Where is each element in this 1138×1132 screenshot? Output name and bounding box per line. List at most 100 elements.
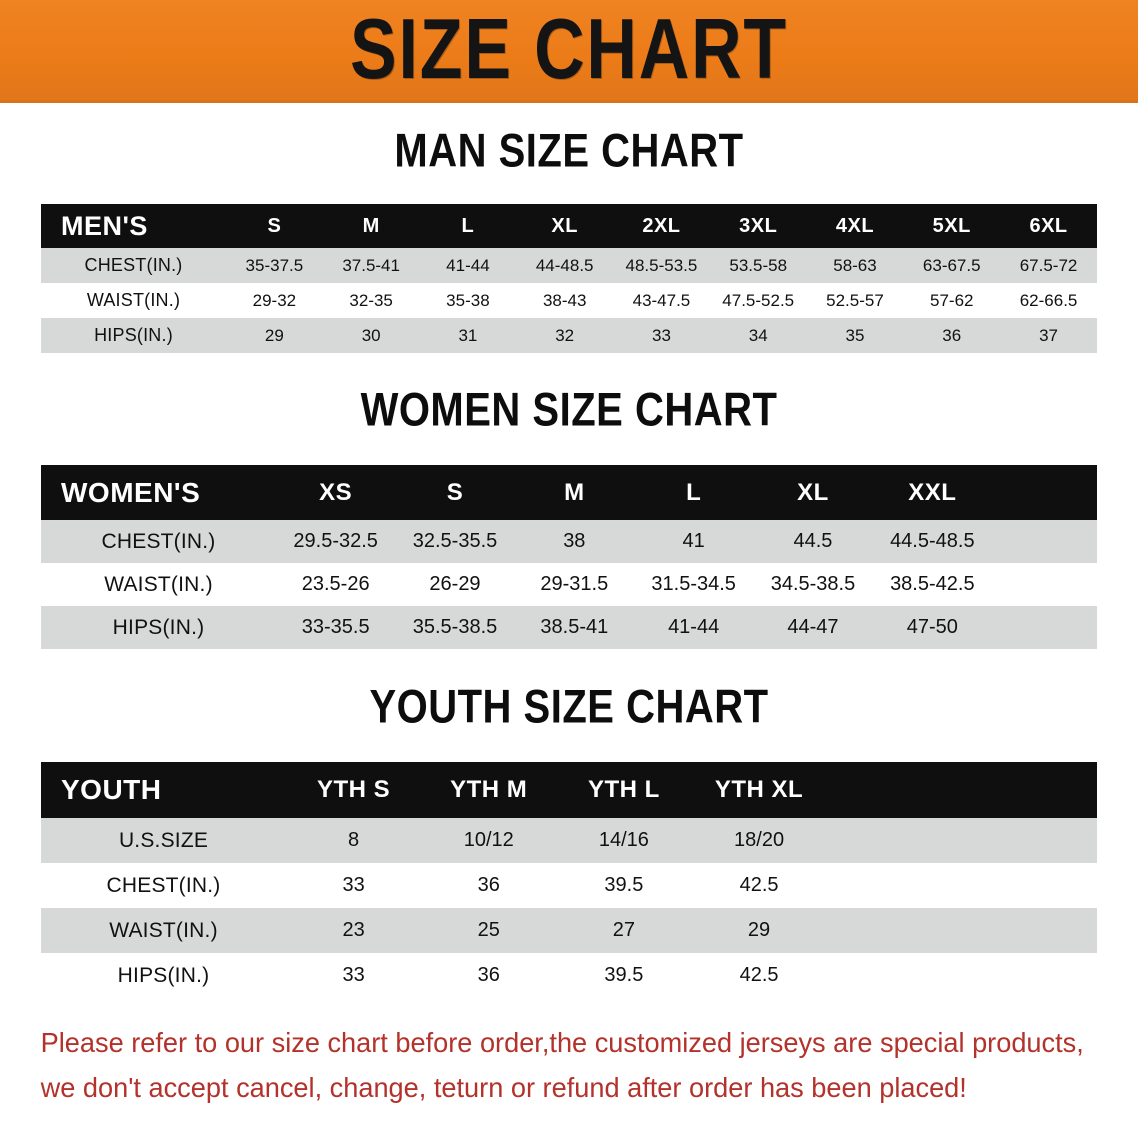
- youth-row-label-2: WAIST(IN.): [109, 918, 218, 942]
- women-cell-0-0: 29.5-32.5: [293, 530, 378, 552]
- women-cell-1-4: 34.5-38.5: [770, 573, 856, 595]
- footer-line-2: we don't accept cancel, change, teturn o…: [40, 1072, 967, 1103]
- table-row: HIPS(IN.) 33-35.5 35.5-38.5 38.5-41 41-4…: [41, 606, 1097, 649]
- women-cell-0-1: 32.5-35.5: [412, 530, 498, 552]
- youth-cell-3-5: [962, 953, 1097, 998]
- men-cell-1-4: 43-47.5: [632, 290, 691, 310]
- men-cell-1-2: 35-38: [446, 290, 490, 310]
- footer-disclaimer: Please refer to our size chart before or…: [29, 1020, 1084, 1110]
- men-cell-1-1: 32-35: [349, 290, 393, 310]
- men-col-header-5: 3XL: [739, 214, 778, 237]
- men-cell-0-1: 37.5-41: [342, 255, 400, 275]
- men-cell-2-8: 37: [1039, 325, 1059, 345]
- man-chart-wrapper: MEN'S S M L XL 2XL 3XL 4XL 5XL 6XL CHEST…: [41, 204, 1097, 353]
- women-col-header-5: XXL: [908, 478, 957, 506]
- men-col-header-3: XL: [551, 214, 578, 237]
- youth-cell-1-1: 36: [477, 874, 500, 896]
- men-cell-2-7: 36: [942, 325, 962, 345]
- youth-row-label-0: U.S.SIZE: [118, 828, 209, 852]
- men-cell-1-6: 52.5-57: [826, 290, 884, 310]
- men-cell-0-2: 41-44: [446, 255, 490, 275]
- women-col-header-2: M: [564, 478, 585, 506]
- women-row-label-2: HIPS(IN.): [112, 615, 205, 639]
- women-cell-0-5: 44.5-48.5: [890, 530, 975, 552]
- women-size-table: WOMEN'S XS S M L XL XXL CHEST(IN.) 29.5-…: [41, 465, 1097, 649]
- page-title: SIZE CHART: [350, 1, 788, 98]
- women-cell-2-1: 35.5-38.5: [412, 616, 498, 638]
- women-cell-2-6: [992, 606, 1097, 649]
- youth-cell-3-3: 42.5: [739, 964, 779, 986]
- youth-cell-3-4: [827, 953, 962, 998]
- youth-table-body: U.S.SIZE 8 10/12 14/16 18/20 CHEST(IN.) …: [41, 818, 1097, 998]
- women-cell-2-4: 44-47: [787, 616, 839, 638]
- youth-cell-0-5: [962, 818, 1097, 863]
- women-cell-0-4: 44.5: [793, 530, 833, 552]
- men-col-header-8: 6XL: [1029, 214, 1068, 237]
- men-col-header-7: 5XL: [932, 214, 971, 237]
- men-cell-1-3: 38-43: [542, 290, 587, 310]
- youth-cell-3-0: 33: [342, 964, 365, 986]
- youth-cell-2-3: 29: [747, 919, 771, 941]
- youth-col-header-2: YTH L: [587, 776, 660, 803]
- women-col-header-1: S: [446, 478, 464, 506]
- youth-section-title: YOUTH SIZE CHART: [369, 681, 769, 733]
- youth-cell-2-1: 25: [477, 919, 500, 941]
- youth-col-header-3: YTH XL: [714, 776, 804, 803]
- men-table-header: MEN'S S M L XL 2XL 3XL 4XL 5XL 6XL: [41, 204, 1097, 248]
- women-col-header-0: XS: [319, 478, 353, 506]
- women-row-label-1: WAIST(IN.): [104, 572, 213, 596]
- men-cell-0-6: 58-63: [833, 255, 877, 275]
- men-cell-2-0: 29: [264, 325, 284, 345]
- youth-table-header: YOUTH YTH S YTH M YTH L YTH XL: [41, 762, 1097, 818]
- table-header-row: YOUTH YTH S YTH M YTH L YTH XL: [41, 762, 1097, 818]
- men-table-body: CHEST(IN.) 35-37.5 37.5-41 41-44 44-48.5…: [41, 248, 1097, 353]
- table-row: WAIST(IN.) 23 25 27 29: [41, 908, 1097, 953]
- youth-row-label-1: CHEST(IN.): [106, 873, 221, 897]
- men-cell-0-3: 44-48.5: [535, 255, 594, 275]
- women-cell-0-3: 41: [682, 530, 705, 552]
- men-row-label-0: CHEST(IN.): [84, 255, 183, 275]
- youth-cell-1-3: 42.5: [739, 874, 779, 896]
- women-cell-1-1: 26-29: [429, 573, 481, 595]
- women-cell-0-6: [992, 520, 1097, 563]
- men-cell-2-5: 34: [748, 325, 768, 345]
- women-cell-2-0: 33-35.5: [301, 616, 370, 638]
- women-col-header-6: [992, 465, 1097, 520]
- men-size-table: MEN'S S M L XL 2XL 3XL 4XL 5XL 6XL CHEST…: [41, 204, 1097, 353]
- page-banner: SIZE CHART: [0, 0, 1138, 103]
- men-row-label-2: HIPS(IN.): [94, 325, 173, 345]
- youth-corner-label: YOUTH: [61, 774, 162, 805]
- youth-size-table: YOUTH YTH S YTH M YTH L YTH XL U.S.SIZE …: [41, 762, 1097, 998]
- men-cell-0-0: 35-37.5: [245, 255, 304, 275]
- youth-col-header-1: YTH M: [450, 776, 528, 803]
- youth-cell-3-1: 36: [477, 964, 500, 986]
- youth-cell-1-0: 33: [342, 874, 365, 896]
- women-col-header-4: XL: [797, 478, 829, 506]
- men-row-label-1: WAIST(IN.): [86, 290, 181, 310]
- men-col-header-4: 2XL: [642, 214, 681, 237]
- women-cell-1-2: 29-31.5: [540, 573, 609, 595]
- youth-col-header-5: [962, 762, 1097, 818]
- youth-cell-2-2: 27: [612, 919, 636, 941]
- women-col-header-3: L: [686, 478, 702, 506]
- youth-cell-0-1: 10/12: [463, 829, 514, 851]
- women-table-body: CHEST(IN.) 29.5-32.5 32.5-35.5 38 41 44.…: [41, 520, 1097, 649]
- women-corner-label: WOMEN'S: [61, 476, 201, 508]
- men-cell-1-5: 47.5-52.5: [722, 290, 795, 310]
- table-row: CHEST(IN.) 35-37.5 37.5-41 41-44 44-48.5…: [41, 248, 1097, 283]
- men-cell-2-6: 35: [845, 325, 865, 345]
- youth-row-label-3: HIPS(IN.): [117, 963, 210, 987]
- table-row: CHEST(IN.) 33 36 39.5 42.5: [41, 863, 1097, 908]
- women-cell-1-6: [992, 563, 1097, 606]
- table-row: HIPS(IN.) 29 30 31 32 33 34 35 36 37: [41, 318, 1097, 353]
- men-corner-label: MEN'S: [61, 210, 148, 241]
- youth-cell-1-2: 39.5: [604, 874, 644, 896]
- men-cell-2-4: 33: [651, 325, 671, 345]
- men-cell-1-0: 29-32: [252, 290, 297, 310]
- women-cell-1-3: 31.5-34.5: [651, 573, 736, 595]
- footer-line-1: Please refer to our size chart before or…: [40, 1027, 1084, 1058]
- youth-cell-2-5: [962, 908, 1097, 953]
- youth-col-header-0: YTH S: [316, 776, 391, 803]
- women-cell-1-0: 23.5-26: [301, 573, 370, 595]
- youth-cell-0-0: 8: [348, 829, 360, 851]
